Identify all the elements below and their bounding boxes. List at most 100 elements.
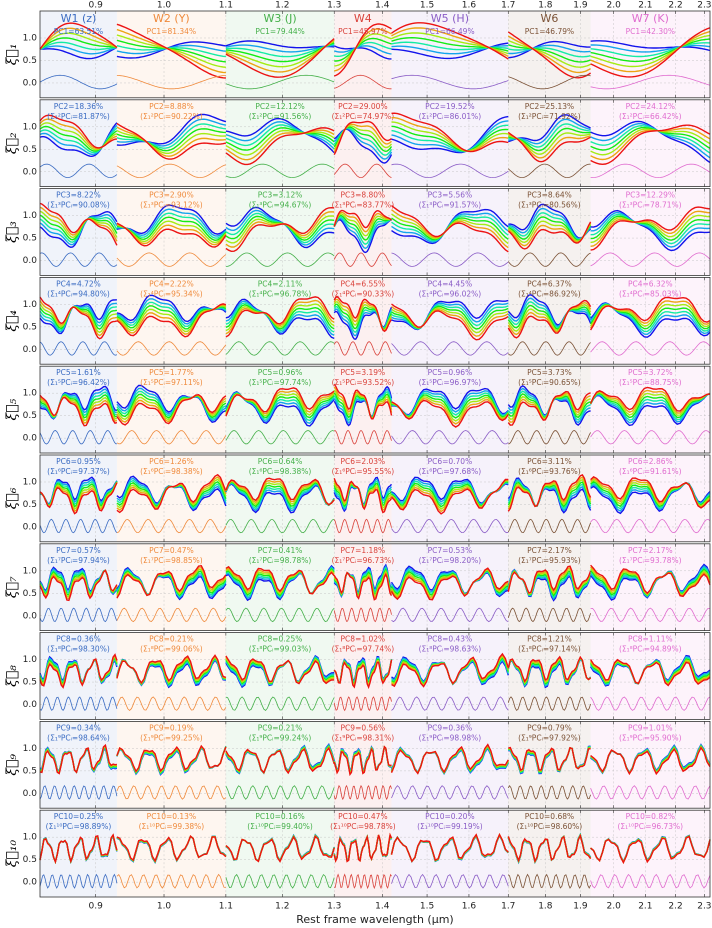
pc-cumulative-label: (Σ₁³PCᵢ=91.57%): [419, 201, 482, 210]
pc-label: PC2=18.36%: [54, 102, 103, 111]
y-tick-label: 0.0: [23, 256, 38, 266]
eigenvector-curve: [116, 518, 227, 534]
eigen-spectrum-curve: [39, 37, 117, 50]
pc-cumulative-label: (Σ₁²PCᵢ=86.01%): [419, 112, 482, 121]
pc-cumulative-label: (Σ₁¹⁰PCᵢ=98.78%): [330, 822, 396, 831]
pc-label: PC4=4.45%: [428, 279, 473, 288]
eigenvector-curve: [116, 696, 227, 711]
eigen-spectrum-curve: [225, 43, 335, 58]
eigen-spectrum-curve: [589, 296, 711, 331]
eigen-spectrum-curve: [507, 304, 592, 330]
eigenvector-curve: [333, 341, 392, 356]
eigen-spectrum-curve: [590, 120, 711, 164]
y-tick-label: 0.0: [23, 434, 38, 444]
eigen-spectrum-curve: [589, 389, 711, 414]
y-tick-label: 0.5: [23, 500, 37, 510]
pc-label: PC8=0.25%: [258, 635, 303, 644]
eigen-spectrum-curve: [507, 220, 592, 244]
panel-frame: [39, 721, 711, 809]
pc-label: PC10=0.68%: [525, 812, 574, 821]
y-tick-label: 0.5: [23, 322, 37, 332]
window-band: [225, 632, 335, 720]
pc-label: PC5=3.19%: [341, 368, 386, 377]
eigen-spectrum-curve: [507, 297, 592, 328]
pc-cumulative-label: (Σ₁⁷PCᵢ=97.94%): [47, 556, 110, 565]
pc-label: PC1=45.97%: [338, 27, 387, 36]
pc-cumulative-label: (Σ₁⁵PCᵢ=90.65%): [518, 378, 581, 387]
pc-label: PC1=46.79%: [525, 27, 574, 36]
eigenvector-curve: [391, 74, 509, 90]
eigenvector-curve: [225, 252, 335, 267]
y-tick-label: 0.5: [23, 766, 37, 776]
pc-label: PC4=6.37%: [527, 279, 572, 288]
pc-label: PC5=3.72%: [628, 368, 673, 377]
pc-cumulative-label: (Σ₁⁶PCᵢ=95.55%): [332, 467, 395, 476]
pc-label: PC3=3.12%: [258, 191, 303, 200]
eigen-spectrum-curve: [333, 213, 392, 237]
eigen-spectrum-curve: [225, 39, 335, 73]
eigen-spectrum-curve: [590, 124, 711, 154]
eigen-spectrum-curve: [39, 299, 117, 335]
eigen-spectrum-curve: [334, 23, 392, 77]
eigen-spectrum-curve: [391, 121, 509, 152]
eigen-spectrum-curve: [391, 112, 509, 153]
eigenvector-curve: [225, 607, 335, 623]
eigen-spectrum-curve: [225, 299, 335, 335]
y-tick-label: 0.5: [23, 56, 37, 66]
window-band: [225, 810, 335, 897]
eigen-spectrum-curve: [334, 28, 392, 72]
eigen-spectrum-curve: [589, 391, 711, 416]
eigen-spectrum-curve: [590, 30, 711, 73]
pc-cumulative-label: (Σ₁⁴PCᵢ=90.33%): [332, 289, 395, 298]
eigen-spectrum-curve: [508, 44, 591, 63]
eigen-spectrum-curve: [225, 387, 335, 417]
eigen-spectrum-curve: [116, 212, 227, 239]
eigen-spectrum-curve: [116, 744, 227, 773]
eigen-spectrum-curve: [39, 569, 118, 602]
eigenvector-curve: [590, 341, 711, 356]
pc-cumulative-label: (Σ₁⁵PCᵢ=96.42%): [47, 378, 110, 387]
eigen-spectrum-curve: [508, 40, 591, 59]
eigen-spectrum-curve: [225, 44, 335, 53]
eigen-spectrum-curve: [507, 131, 591, 163]
pc-label: PC4=2.11%: [258, 279, 303, 288]
pc-cumulative-label: (Σ₁⁸PCᵢ=97.74%): [332, 645, 395, 654]
eigen-spectrum-curve: [116, 123, 226, 149]
pc-cumulative-label: (Σ₁⁸PCᵢ=99.06%): [140, 645, 203, 654]
eigen-spectrum-curve: [225, 38, 335, 78]
eigenvector-curve: [39, 252, 118, 267]
pc-cumulative-label: (Σ₁⁷PCᵢ=95.93%): [518, 556, 581, 565]
pc-label: PC5=3.73%: [527, 368, 572, 377]
eigen-spectrum-curve: [225, 121, 335, 150]
eigen-spectrum-curve: [391, 305, 509, 330]
eigen-spectrum-curve: [507, 480, 592, 510]
x-tick-label: 1.6: [462, 902, 477, 912]
eigen-spectrum-curve: [590, 564, 711, 598]
eigen-spectrum-curve: [225, 124, 335, 147]
pc-cumulative-label: (Σ₁⁶PCᵢ=97.68%): [419, 467, 482, 476]
eigen-spectrum-curve: [507, 478, 592, 508]
x-tick-label: 1.9: [573, 902, 588, 912]
pc-label: PC5=1.77%: [149, 368, 194, 377]
eigen-spectrum-curve: [590, 214, 711, 244]
window-band: [225, 455, 335, 542]
eigen-spectrum-curve: [507, 476, 592, 510]
pc-label: PC6=0.64%: [258, 457, 303, 466]
pc-label: PC6=0.70%: [428, 457, 473, 466]
pc-label: PC2=25.13%: [525, 102, 574, 111]
eigenvector-curve: [508, 163, 591, 179]
eigen-spectrum-curve: [39, 214, 118, 241]
eigenvector-curve: [507, 784, 591, 800]
eigen-spectrum-curve: [590, 123, 711, 159]
pc-label: PC7=0.53%: [428, 546, 473, 555]
pc-label: PC8=1.21%: [527, 635, 572, 644]
pc-cumulative-label: (Σ₁⁸PCᵢ=97.14%): [518, 645, 581, 654]
eigen-spectrum-curve: [507, 35, 591, 74]
eigen-spectrum-curve: [116, 222, 227, 248]
eigen-spectrum-curve: [391, 304, 509, 330]
y-tick-label: 1.0: [23, 744, 38, 754]
eigenvector-curve: [590, 785, 711, 800]
eigen-spectrum-curve: [391, 303, 509, 341]
pc-label: PC9=0.19%: [149, 723, 194, 732]
eigen-spectrum-curve: [333, 745, 392, 777]
